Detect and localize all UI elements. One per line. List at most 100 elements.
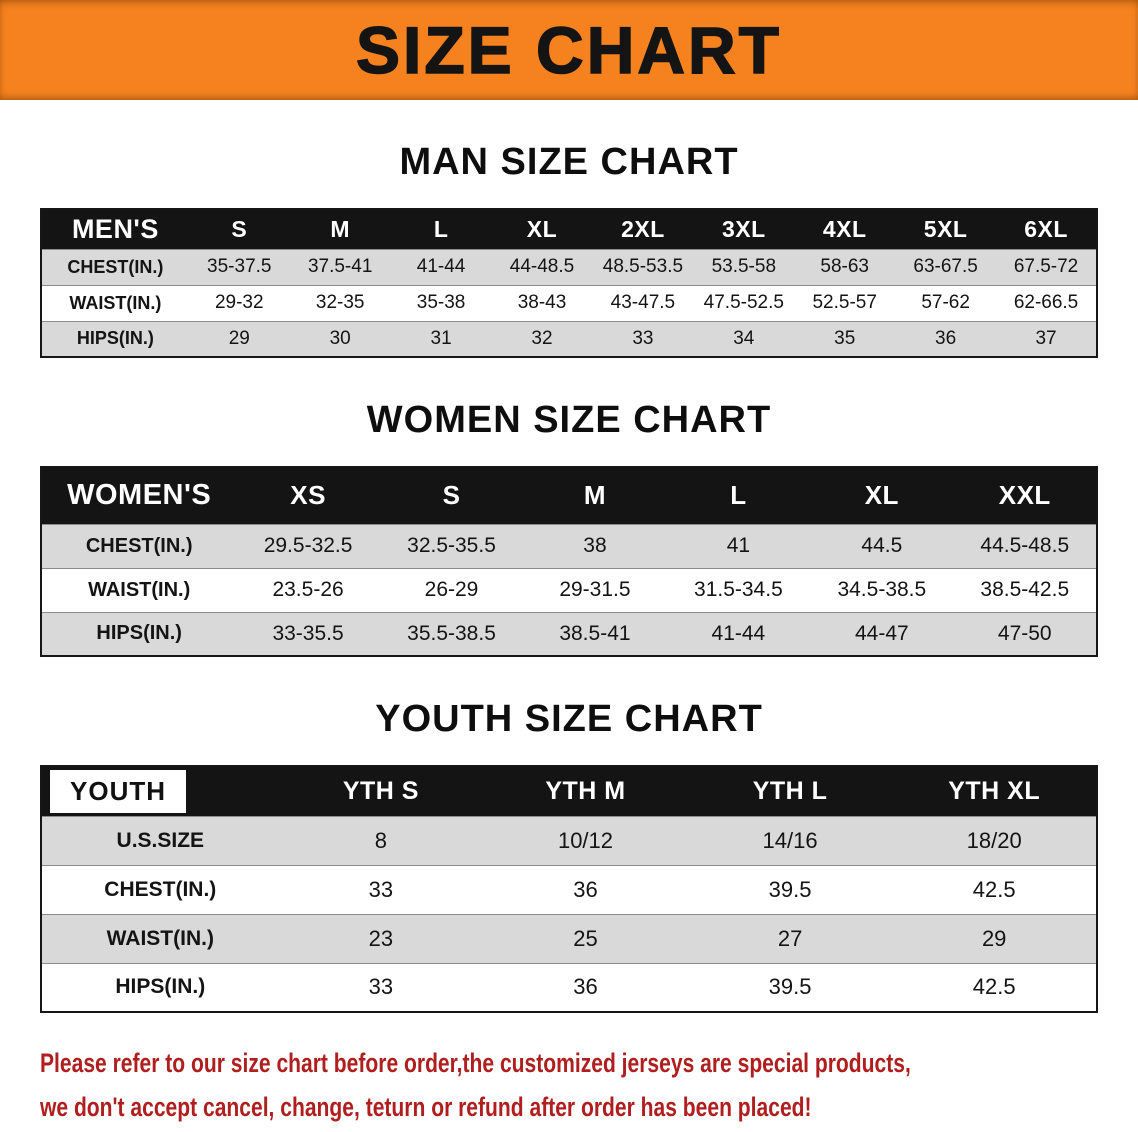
size-value: 29.5-32.5 [236,523,380,568]
men-size-table: MEN'S S M L XL 2XL 3XL 4XL 5XL 6XL CHEST(IN.) 35-37… [40,208,1098,358]
men-header-row: MEN'S S M L XL 2XL 3XL 4XL 5XL 6XL [41,209,1097,249]
size-value: 36 [483,864,688,914]
women-col-s: S [379,467,524,524]
row-label: HIPS(IN.) [41,611,237,656]
youth-row-waist-in: WAIST(IN.) 23 25 27 29 [41,913,1097,963]
size-value: 14/16 [687,815,893,865]
size-value: 32-35 [289,284,391,321]
men-col-2xl: 2XL [592,209,694,249]
men-row-waist-in: WAIST(IN.) 29-32 32-35 35-38 38-43 43-47.5 47.… [41,284,1097,321]
size-value: 48.5-53.5 [592,248,694,285]
youth-col-yth-m: YTH M [483,766,688,816]
youth-group-label: YOUTH [41,766,279,816]
youth-size-table: YOUTH YTH S YTH M YTH L YTH XL U.S.SIZE 8 10/12… [40,765,1098,1013]
women-row-hips-in: HIPS(IN.) 33-35.5 35.5-38.5 38.5-41 41-44 44-… [41,611,1097,656]
size-value: 47-50 [953,611,1097,656]
women-col-xs: XS [236,467,380,524]
women-row-chest-in: CHEST(IN.) 29.5-32.5 32.5-35.5 38 41 44.5 44.5… [41,523,1097,568]
size-value: 26-29 [379,567,524,612]
size-value: 33 [278,962,484,1012]
women-col-m: M [523,467,667,524]
section-heading-youth: YOUTH SIZE CHART [375,698,763,740]
size-value: 37.5-41 [289,248,391,285]
size-value: 31 [390,320,492,357]
size-chart-sections: MAN SIZE CHART MEN'S S M L XL 2XL 3XL 4XL 5XL 6XL C… [0,140,1138,1013]
size-value: 58-63 [794,248,896,285]
size-value: 63-67.5 [895,248,997,285]
women-row-waist-in: WAIST(IN.) 23.5-26 26-29 29-31.5 31.5-34.5 34… [41,567,1097,612]
size-value: 32.5-35.5 [379,523,524,568]
size-value: 39.5 [687,962,893,1012]
youth-row-hips-in: HIPS(IN.) 33 36 39.5 42.5 [41,962,1097,1012]
size-value: 33 [592,320,694,357]
size-value: 44.5 [810,523,954,568]
row-label: HIPS(IN.) [41,962,279,1012]
youth-col-yth-l: YTH L [687,766,893,816]
size-value: 25 [483,913,688,963]
section-heading-women: WOMEN SIZE CHART [366,399,772,441]
size-value: 34.5-38.5 [810,567,954,612]
size-value: 29 [188,320,290,357]
size-value: 41-44 [390,248,492,285]
size-value: 41 [666,523,811,568]
women-size-table: WOMEN'S XS S M L XL XXL CHEST(IN.) 29.5-32.5 32.5… [40,466,1098,657]
size-value: 34 [693,320,795,357]
row-label: WAIST(IN.) [41,284,189,321]
men-col-3xl: 3XL [693,209,795,249]
row-label: U.S.SIZE [41,815,279,865]
size-value: 57-62 [895,284,997,321]
size-value: 29 [892,913,1097,963]
size-value: 35-38 [390,284,492,321]
size-value: 37 [996,320,1097,357]
men-col-s: S [188,209,290,249]
row-label: WAIST(IN.) [41,567,237,612]
size-value: 35.5-38.5 [379,611,524,656]
size-value: 30 [289,320,391,357]
size-value: 41-44 [666,611,811,656]
size-value: 10/12 [483,815,688,865]
size-value: 38 [523,523,667,568]
size-value: 42.5 [892,864,1097,914]
size-value: 29-32 [188,284,290,321]
size-value: 33 [278,864,484,914]
size-section-youth: YOUTH SIZE CHART YOUTH YTH S YTH M YTH L YTH … [0,697,1138,1013]
size-section-women: WOMEN SIZE CHART WOMEN'S XS S M L XL XXL CHEST(I… [0,398,1138,657]
row-label: HIPS(IN.) [41,320,189,357]
men-row-chest-in: CHEST(IN.) 35-37.5 37.5-41 41-44 44-48.5 48.5… [41,248,1097,285]
size-value: 23 [278,913,484,963]
size-value: 43-47.5 [592,284,694,321]
disclaimer-line-2: we don't accept cancel, change, teturn o… [40,1092,812,1122]
men-col-6xl: 6XL [996,209,1097,249]
youth-row-u-s-size: U.S.SIZE 8 10/12 14/16 18/20 [41,815,1097,865]
disclaimer: Please refer to our size chart before or… [40,1041,1098,1129]
women-header-row: WOMEN'S XS S M L XL XXL [41,467,1097,524]
size-value: 36 [483,962,688,1012]
size-value: 36 [895,320,997,357]
page-title: SIZE CHART [355,13,782,87]
men-col-m: M [289,209,391,249]
men-col-xl: XL [491,209,593,249]
youth-label-patch: YOUTH [50,769,186,813]
size-value: 31.5-34.5 [666,567,811,612]
women-col-l: L [666,467,811,524]
size-value: 53.5-58 [693,248,795,285]
size-value: 35-37.5 [188,248,290,285]
size-value: 38-43 [491,284,593,321]
men-col-5xl: 5XL [895,209,997,249]
youth-row-chest-in: CHEST(IN.) 33 36 39.5 42.5 [41,864,1097,914]
size-value: 38.5-42.5 [953,567,1097,612]
size-value: 47.5-52.5 [693,284,795,321]
banner: SIZE CHART [0,0,1138,100]
women-group-label: WOMEN'S [41,467,237,524]
size-value: 35 [794,320,896,357]
size-value: 33-35.5 [236,611,380,656]
section-heading-men: MAN SIZE CHART [399,141,739,183]
women-col-xl: XL [810,467,954,524]
disclaimer-line-1: Please refer to our size chart before or… [40,1048,911,1078]
size-value: 44-47 [810,611,954,656]
youth-col-yth-xl: YTH XL [892,766,1097,816]
size-value: 42.5 [892,962,1097,1012]
size-value: 39.5 [687,864,893,914]
size-value: 62-66.5 [996,284,1097,321]
